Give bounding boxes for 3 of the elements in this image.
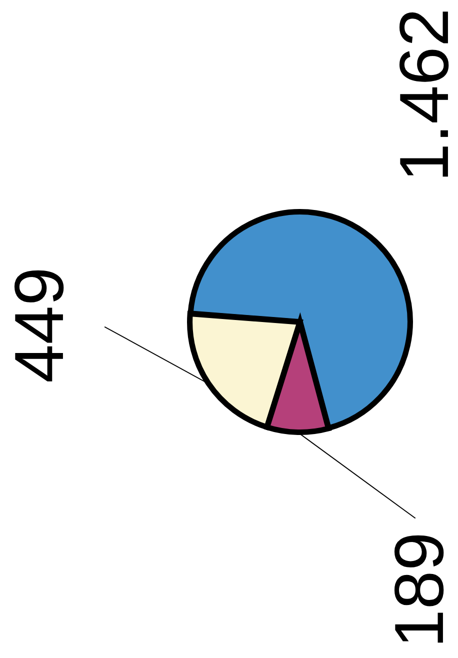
data-label: 449 <box>14 270 64 382</box>
data-label: 1.462 <box>399 12 449 177</box>
data-label: 189 <box>394 535 444 643</box>
